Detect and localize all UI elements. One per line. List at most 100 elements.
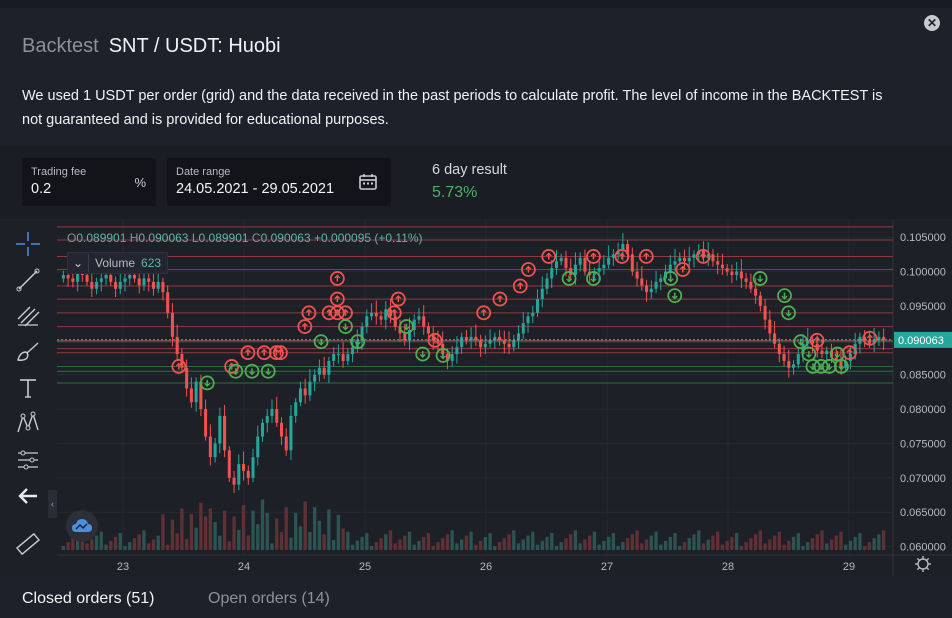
volume-bar — [569, 534, 573, 550]
volume-bar — [635, 530, 639, 550]
candle-body — [649, 288, 653, 293]
measure-ruler-icon[interactable] — [14, 445, 42, 473]
buy-order-marker — [834, 359, 849, 374]
volume-bar — [265, 512, 269, 550]
candle-body — [147, 278, 151, 282]
calendar-icon[interactable] — [359, 173, 377, 190]
trading-fee-field[interactable]: Trading fee 0.2 % — [22, 158, 156, 206]
candle-body — [275, 409, 279, 423]
pattern-icon[interactable] — [14, 409, 42, 437]
volume-bar — [175, 533, 179, 550]
close-icon[interactable]: ✕ — [924, 15, 940, 31]
volume-bar — [407, 531, 412, 550]
chevron-down-icon[interactable]: ⌄ — [68, 254, 89, 272]
volume-bar — [128, 542, 132, 550]
buy-order-marker — [415, 346, 431, 362]
volume-bar — [545, 536, 549, 550]
crosshair-icon[interactable] — [14, 230, 42, 258]
volume-bar — [777, 531, 781, 550]
toolbar-collapse-button[interactable]: ‹ — [48, 490, 57, 518]
candle-body — [521, 323, 525, 334]
volume-bar — [327, 509, 331, 550]
volume-bar — [863, 546, 867, 550]
y-tick-label: 0.080000 — [900, 404, 946, 416]
ruler-icon[interactable] — [14, 530, 42, 558]
candle-body — [583, 257, 587, 272]
volume-bar — [431, 546, 435, 550]
volume-bar — [867, 542, 872, 550]
volume-bar — [474, 544, 478, 550]
volume-bar — [369, 546, 374, 550]
candle-body — [882, 336, 886, 341]
volume-bar — [521, 539, 525, 550]
volume-legend[interactable]: ⌄ Volume 623 — [67, 252, 169, 274]
candle-body — [777, 343, 781, 355]
candle-body — [540, 288, 544, 300]
buy-order-marker — [260, 363, 276, 379]
disclaimer-text: We used 1 USDT per order (grid) and the … — [22, 88, 883, 128]
candle-body — [365, 316, 369, 327]
pitchfork-icon[interactable] — [14, 302, 42, 330]
volume-bar — [701, 543, 706, 550]
volume-bar — [241, 505, 246, 550]
volume-bar — [497, 542, 502, 550]
candle-body — [208, 436, 212, 458]
volume-bar — [550, 533, 554, 550]
volume-bar — [365, 533, 369, 550]
volume-bar — [256, 524, 260, 550]
sell-order-marker — [586, 249, 601, 264]
candle-body — [308, 381, 312, 396]
y-tick-label: 0.060000 — [900, 542, 946, 554]
buy-order-marker — [244, 363, 260, 379]
buy-order-marker — [435, 348, 451, 363]
candle-body — [773, 333, 777, 344]
volume-bar — [763, 543, 767, 550]
candle-body — [332, 354, 336, 361]
volume-bar — [815, 534, 819, 550]
candle-body — [678, 257, 682, 262]
y-tick-label: 0.065000 — [900, 507, 946, 519]
candle-body — [460, 336, 464, 348]
candle-body — [682, 257, 687, 262]
cloud-icon[interactable] — [66, 510, 98, 542]
volume-bar — [673, 533, 677, 550]
settings-panel — [0, 146, 952, 219]
candle-body — [716, 261, 720, 265]
candle-body — [132, 275, 137, 279]
volume-bar — [768, 539, 772, 550]
candle-body — [242, 464, 246, 471]
candle-body — [313, 374, 317, 382]
date-range-field[interactable]: Date range 24.05.2021 - 29.05.2021 — [167, 158, 391, 206]
tab-open-orders[interactable]: Open orders (14) — [208, 590, 330, 607]
candle-body — [336, 354, 340, 356]
brush-icon[interactable] — [14, 338, 42, 366]
candle-body — [389, 309, 393, 317]
volume-value: 623 — [141, 256, 162, 270]
volume-bar — [625, 538, 630, 550]
volume-bar — [464, 535, 469, 550]
candle-body — [483, 343, 487, 348]
volume-bar — [374, 542, 378, 550]
candle-body — [189, 388, 193, 403]
candle-body — [711, 254, 715, 262]
volume-bar — [251, 510, 255, 550]
tab-closed-orders[interactable]: Closed orders (51) — [22, 590, 155, 607]
volume-bar — [284, 507, 288, 550]
volume-bar — [147, 543, 151, 550]
back-arrow-icon[interactable] — [14, 482, 42, 510]
price-chart[interactable]: 0.1050000.1000000.0950000.0900000.085000… — [57, 220, 952, 575]
candle-body — [754, 288, 758, 296]
pair-title: SNT / USDT: Huobi — [108, 35, 281, 57]
volume-bar — [678, 546, 682, 550]
text-icon[interactable] — [14, 374, 42, 402]
trading-fee-value[interactable]: 0.2 — [31, 181, 52, 197]
candle-body — [256, 436, 260, 458]
date-range-value[interactable]: 24.05.2021 - 29.05.2021 — [176, 181, 335, 197]
candle-body — [185, 367, 189, 389]
candle-body — [412, 319, 416, 330]
trendline-icon[interactable] — [14, 266, 42, 294]
x-tick-label: 24 — [238, 561, 250, 573]
volume-bar — [360, 536, 364, 550]
volume-bar — [659, 544, 663, 550]
candle-body — [687, 257, 691, 262]
